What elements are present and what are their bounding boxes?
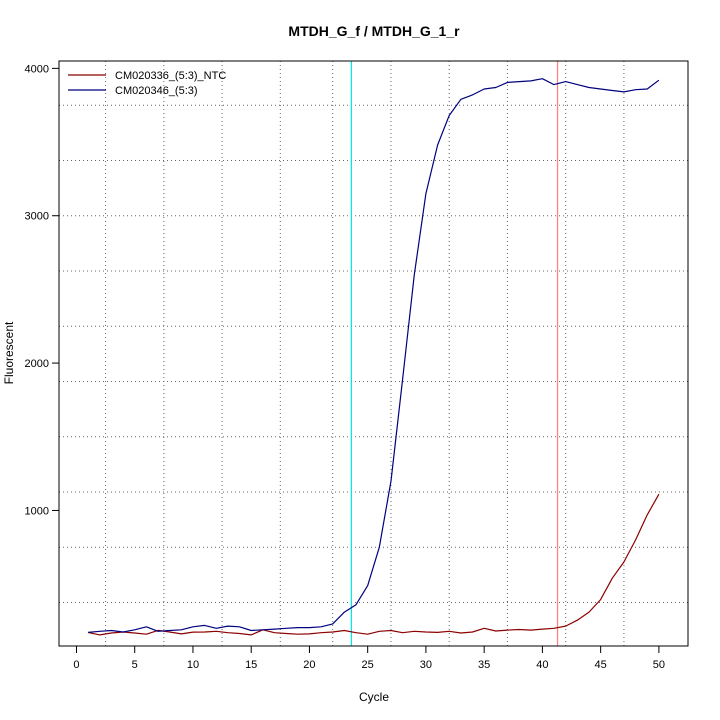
x-axis: 0 5 10 15 20 25 30 35 40 45 50 (73, 645, 665, 671)
y-tick-label: 4000 (25, 63, 49, 75)
y-tick-label: 3000 (25, 211, 49, 223)
threshold-markers (350, 61, 559, 646)
x-tick-label: 20 (303, 659, 315, 671)
x-tick-label: 15 (245, 659, 257, 671)
y-axis-title: Fluorescent (2, 321, 16, 384)
series-layer (87, 78, 660, 636)
x-tick-label: 45 (595, 659, 607, 671)
series-line (87, 493, 660, 636)
x-tick-label: 50 (653, 659, 665, 671)
x-tick-label: 30 (420, 659, 432, 671)
chart-title: MTDH_G_f / MTDH_G_1_r (288, 23, 460, 39)
plot-frame (58, 60, 689, 647)
legend-label: CM020336_(5:3)_NTC (115, 70, 226, 82)
x-tick-label: 10 (187, 659, 199, 671)
y-axis: 1000 2000 3000 4000 (25, 63, 60, 517)
x-tick-label: 40 (536, 659, 548, 671)
x-tick-label: 5 (132, 659, 138, 671)
x-tick-label: 0 (73, 659, 79, 671)
x-tick-label: 25 (362, 659, 374, 671)
y-tick-label: 2000 (25, 358, 49, 370)
y-tick-label: 1000 (25, 505, 49, 517)
x-tick-label: 35 (478, 659, 490, 671)
x-axis-title: Cycle (359, 690, 389, 704)
legend-label: CM020346_(5:3) (115, 85, 198, 97)
grid-layer (59, 61, 688, 646)
series-line (88, 78, 660, 633)
legend: CM020336_(5:3)_NTC CM020346_(5:3) (68, 70, 226, 97)
